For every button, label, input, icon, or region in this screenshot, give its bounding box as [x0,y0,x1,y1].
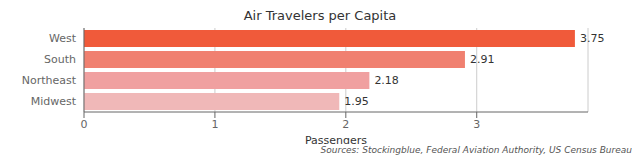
svg-text:Midwest: Midwest [31,95,77,108]
svg-text:0: 0 [81,118,88,131]
svg-text:Passengers: Passengers [305,134,367,144]
svg-text:2.18: 2.18 [374,74,399,87]
svg-text:1.95: 1.95 [344,95,369,108]
svg-text:1: 1 [211,118,218,131]
svg-text:2: 2 [342,118,349,131]
svg-text:2.91: 2.91 [470,53,495,66]
html-text:Air Travelers per Capita: Air Travelers per Capita [243,8,397,23]
svg-text:South: South [44,53,76,66]
svg-text:3.75: 3.75 [580,32,605,45]
svg-text:Northeast: Northeast [22,74,77,87]
svg-text:West: West [49,32,77,45]
html-text:Sources: Stockingblue, Federal: Sources: Stockingblue, Federal Aviation … [320,145,632,155]
svg-text:3: 3 [473,118,480,131]
